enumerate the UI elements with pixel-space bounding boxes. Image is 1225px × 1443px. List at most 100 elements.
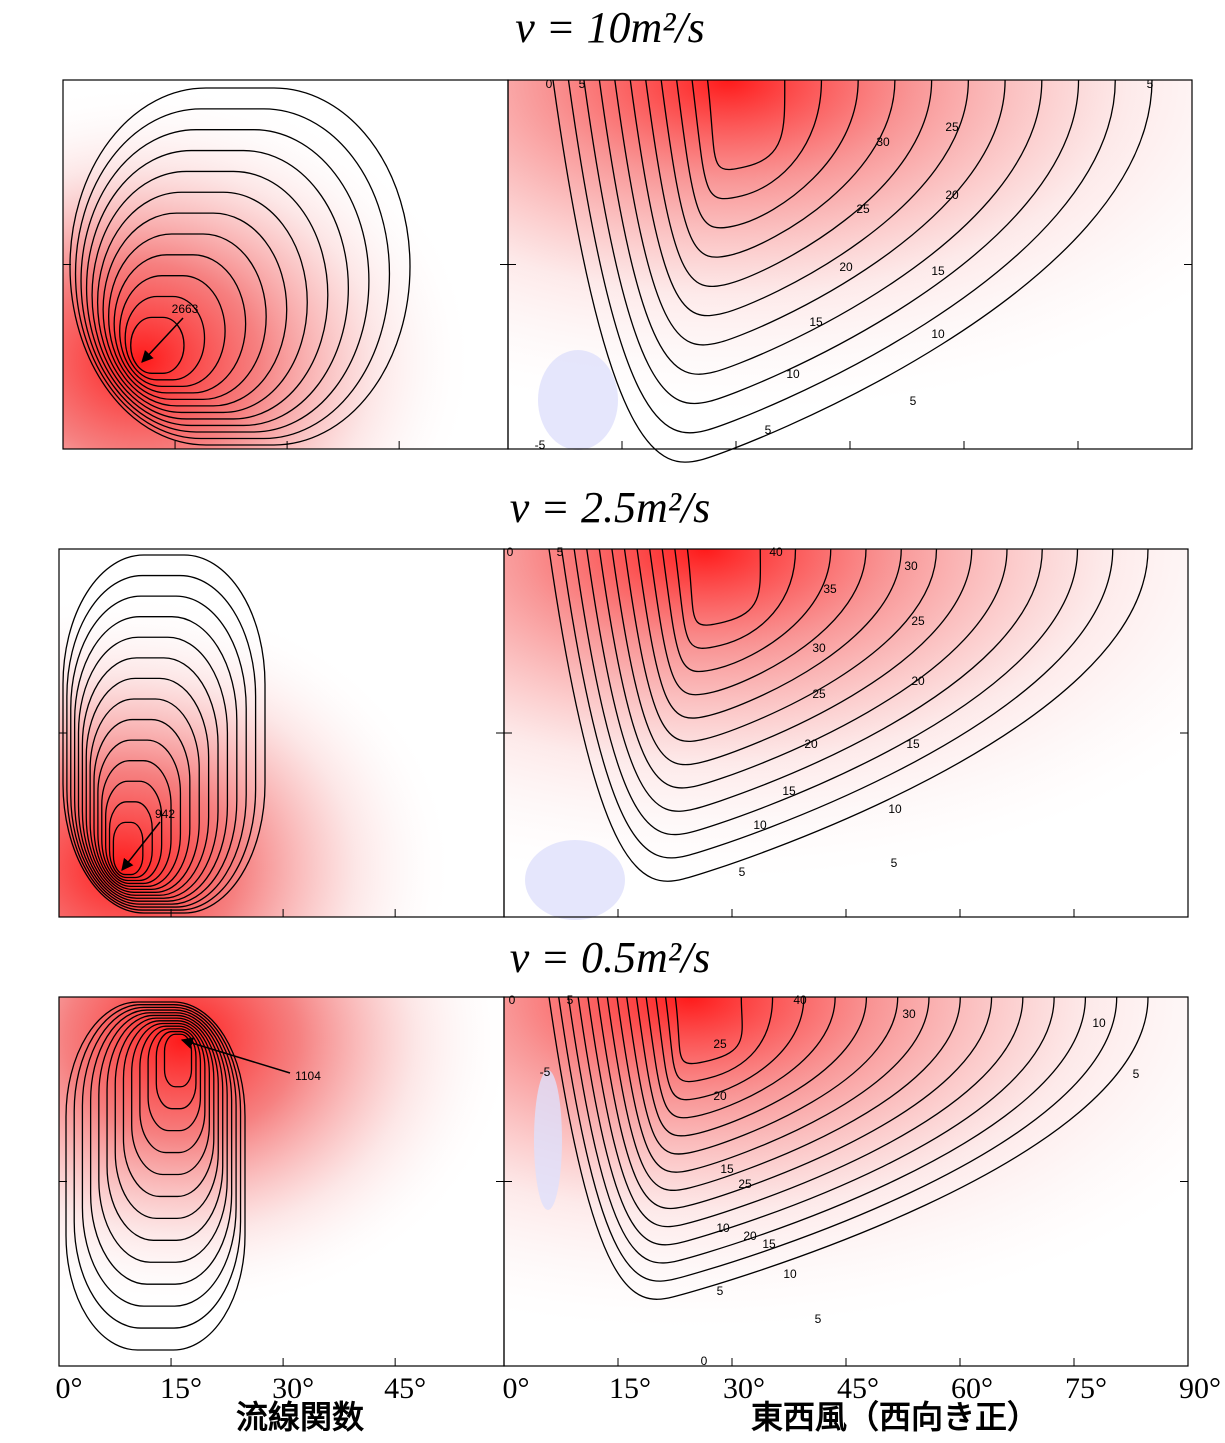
wind-contour — [606, 996, 961, 1191]
x-tick-label: 0° — [56, 1372, 83, 1405]
stream-contour — [163, 1033, 193, 1088]
contour-label: 40 — [793, 993, 807, 1007]
x-tick-label: 45° — [837, 1372, 879, 1405]
contour-label: 20 — [945, 188, 959, 202]
stream-contour — [97, 739, 182, 888]
panel-title: ν = 0.5m²/s — [510, 933, 711, 982]
x-tick-label: 60° — [951, 1372, 993, 1405]
contour-label: -5 — [535, 438, 546, 452]
contour-label: 25 — [812, 687, 826, 701]
stream-contour — [131, 1022, 210, 1176]
contour-label: 0 — [509, 993, 516, 1007]
x-tick-label: 90° — [1179, 1372, 1221, 1405]
contour-label: 10 — [753, 818, 767, 832]
wind-contour — [577, 996, 1055, 1246]
contour-label: 10 — [783, 1267, 797, 1281]
stream-contour — [114, 1017, 219, 1220]
wind-contour — [655, 996, 805, 1101]
easterly-patch — [525, 840, 625, 920]
wind-contour — [567, 996, 1087, 1264]
wind-shading — [504, 997, 1188, 1366]
easterly-patch — [538, 350, 618, 450]
x-tick-label: 30° — [272, 1372, 314, 1405]
wind-contour — [660, 79, 896, 258]
x-tick-label: 30° — [723, 1372, 765, 1405]
stream-contour — [66, 574, 257, 911]
wind-contour — [567, 79, 1116, 434]
contour-label: 5 — [1133, 1067, 1140, 1081]
wind-contour — [611, 548, 973, 766]
wind-contour — [661, 548, 832, 673]
stream-contour — [106, 1014, 224, 1241]
wind-contour — [587, 996, 1024, 1228]
contour-label: 25 — [856, 202, 870, 216]
stream-contour — [89, 698, 200, 893]
contour-label: 25 — [911, 614, 925, 628]
wind-contour — [596, 996, 993, 1210]
stream-contour — [113, 254, 247, 394]
contour-label: 5 — [579, 77, 586, 91]
contour-label: 5 — [557, 545, 564, 559]
contour-label: 10 — [786, 367, 800, 381]
stream-contour — [147, 1028, 202, 1132]
contour-label: 10 — [931, 327, 945, 341]
stream-contour — [93, 718, 191, 890]
stream-contour — [108, 801, 153, 879]
contour-label: 15 — [906, 737, 920, 751]
contour-label: 10 — [1092, 1016, 1106, 1030]
stream-contour — [85, 149, 350, 427]
x-tick-label: 0° — [503, 1372, 530, 1405]
wind-contour — [629, 79, 970, 317]
wind-contour — [636, 548, 902, 719]
wind-contour — [598, 548, 1008, 789]
contour-label: 0 — [701, 1354, 708, 1368]
stream-contour — [119, 275, 226, 387]
wind-contour — [548, 548, 1149, 882]
max-arrow — [141, 317, 184, 363]
max-label: 942 — [155, 807, 175, 821]
stream-contour — [65, 1001, 246, 1351]
wind-contour — [548, 996, 1149, 1300]
wind-contour — [664, 996, 774, 1083]
contour-label: 30 — [904, 559, 918, 573]
contour-label: 15 — [720, 1162, 734, 1176]
stream-contour — [107, 233, 267, 401]
wind-contour — [598, 79, 1043, 375]
wind-shading — [508, 80, 1192, 449]
wind-contour — [675, 79, 859, 229]
wind-shading — [504, 549, 1188, 917]
right-axis-label: 東西風（西向き正） — [751, 1398, 1039, 1436]
stream-contour — [77, 636, 229, 902]
wind-contour — [635, 996, 868, 1137]
stream-contour — [73, 616, 238, 905]
contour-label: 5 — [815, 1312, 822, 1326]
contour-label: 15 — [809, 315, 823, 329]
stream-contour — [81, 657, 219, 899]
easterly-patch — [534, 1070, 562, 1210]
wind-contour — [558, 996, 1118, 1282]
x-tick-label: 15° — [609, 1372, 651, 1405]
wind-contour — [626, 996, 899, 1155]
stream-contour — [122, 1020, 215, 1198]
contour-label: 5 — [567, 993, 574, 1007]
stream-contour — [155, 1030, 197, 1110]
contour-label: 15 — [762, 1237, 776, 1251]
stream-contour — [70, 595, 247, 908]
contour-label: 10 — [888, 802, 902, 816]
stream-shading — [63, 80, 508, 449]
contour-label: 0 — [546, 77, 553, 91]
stream-contour — [80, 129, 370, 433]
stream-contour — [85, 677, 210, 896]
stream-shading — [59, 549, 504, 917]
contour-label: 20 — [743, 1229, 757, 1243]
stream-contour — [139, 1025, 206, 1154]
stream-contour — [69, 87, 411, 446]
contour-label: 5 — [910, 394, 917, 408]
contour-label: 10 — [716, 1221, 730, 1235]
stream-contour — [74, 108, 391, 440]
max-label: 1104 — [295, 1069, 321, 1083]
max-label: 2663 — [172, 302, 199, 316]
wind-contour — [706, 79, 786, 171]
contour-label: 5 — [765, 423, 772, 437]
max-arrow — [121, 821, 161, 871]
